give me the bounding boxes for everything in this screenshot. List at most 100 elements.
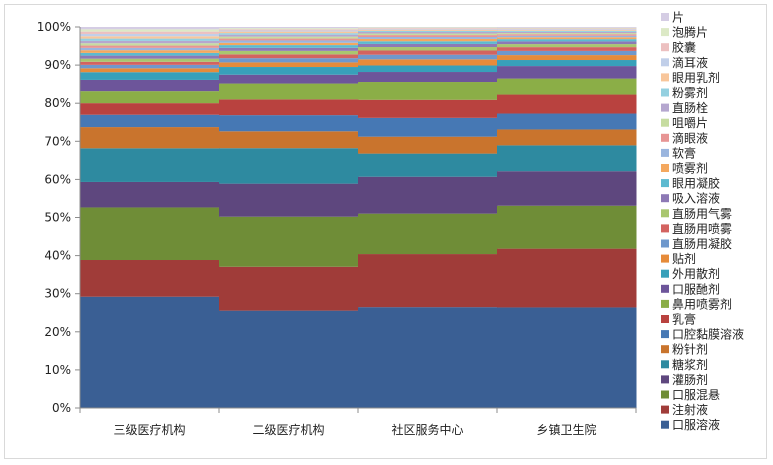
bar-segment <box>497 33 637 35</box>
legend-swatch <box>661 13 669 21</box>
bar-segment <box>358 27 498 29</box>
bar-segment <box>358 37 498 39</box>
legend-swatch <box>661 405 669 414</box>
bar-segment <box>80 58 220 62</box>
legend-label: 口服溶液 <box>672 417 720 432</box>
bar-segment <box>219 62 359 68</box>
bar-segment <box>80 61 220 65</box>
legend-swatch <box>661 269 669 278</box>
bar-segment <box>358 28 498 29</box>
bar-segment <box>358 30 498 33</box>
bar-segment <box>497 35 637 38</box>
bar-segment <box>358 176 498 214</box>
bar-segment <box>80 31 220 34</box>
legend-swatch <box>661 58 669 67</box>
bar-segment <box>497 113 637 130</box>
bar-segment <box>358 38 498 42</box>
legend-swatch <box>661 103 669 112</box>
bar-segment <box>219 148 359 184</box>
bar-segment <box>358 43 498 48</box>
bar-segment <box>80 64 220 69</box>
legend-swatch <box>661 194 669 203</box>
bar-segment <box>80 45 220 48</box>
bar-segment <box>219 115 359 132</box>
bars-layer <box>80 27 637 408</box>
legend-label: 眼用凝胶 <box>672 176 720 191</box>
bar-segment <box>80 52 220 56</box>
bar-segment <box>497 30 637 32</box>
bar-segment <box>219 131 359 149</box>
legend-label: 眼用乳剂 <box>672 70 720 85</box>
bar-segment <box>497 171 637 206</box>
bar-segment <box>497 27 637 28</box>
legend-swatch <box>661 299 669 308</box>
y-tick-label: 10% <box>44 363 71 377</box>
bar-segment <box>80 36 220 39</box>
axes-layer: 0% 10% 20% 30% 40% 50% 60% 70% 80% 90% 100% 三级医疗机构 二… <box>37 20 637 437</box>
legend-swatch <box>661 390 669 399</box>
bar-segment <box>80 91 220 104</box>
bar-segment <box>358 99 498 118</box>
chart-frame: 0% 10% 20% 30% 40% 50% 60% 70% 80% 90% 100% 三级医疗机构 二… <box>4 4 767 459</box>
legend-swatch <box>661 148 669 157</box>
legend-label: 吸入溶液 <box>672 191 720 206</box>
bar-segment <box>219 74 359 84</box>
bar-segment <box>80 148 220 182</box>
y-tick-label: 50% <box>44 211 71 225</box>
y-tick-label: 100% <box>37 20 71 34</box>
bar-segment <box>219 47 359 51</box>
legend-label: 贴剂 <box>672 251 696 266</box>
legend-label: 糖浆剂 <box>672 357 708 372</box>
bar-segment <box>497 50 637 56</box>
legend-label: 软膏 <box>672 145 696 160</box>
stacked-percent-bar-chart: 0% 10% 20% 30% 40% 50% 60% 70% 80% 90% 100% 三级医疗机构 二… <box>37 11 744 438</box>
y-tick-label: 80% <box>44 96 71 110</box>
bar-segment <box>358 117 498 137</box>
y-tick-label: 90% <box>44 58 71 72</box>
legend-label: 外用散剂 <box>672 266 720 281</box>
bar-segment <box>358 307 498 408</box>
bar-segment <box>497 28 637 30</box>
bar-segment <box>219 38 359 41</box>
legend: 片泡腾片胶囊滴耳液眼用乳剂粉雾剂直肠栓咀嚼片滴眼液软膏喷雾剂眼用凝胶吸入溶液直肠… <box>661 11 744 432</box>
legend-label: 注射液 <box>672 402 708 417</box>
bar-segment <box>497 94 637 114</box>
legend-swatch <box>661 179 669 188</box>
legend-label: 滴眼液 <box>672 130 708 145</box>
bar-segment <box>219 29 359 31</box>
bar-segment <box>497 30 637 31</box>
bar-segment <box>219 183 359 217</box>
legend-label: 直肠用气雾 <box>672 206 732 221</box>
bar-segment <box>358 54 498 60</box>
bar-segment <box>358 65 498 73</box>
bar-segment <box>358 35 498 38</box>
bar-segment <box>219 30 359 32</box>
legend-label: 鼻用喷雾剂 <box>672 296 732 311</box>
bar-segment <box>219 45 359 48</box>
y-tick-label: 60% <box>44 172 71 186</box>
legend-label: 泡腾片 <box>672 25 708 40</box>
y-tick-label: 30% <box>44 287 71 301</box>
bar-segment <box>219 54 359 59</box>
bar-segment <box>219 28 359 30</box>
x-category-label: 二级医疗机构 <box>252 422 324 437</box>
bar-segment <box>497 205 637 249</box>
legend-swatch <box>661 28 669 37</box>
bar-segment <box>358 33 498 36</box>
bar-segment <box>358 72 498 83</box>
legend-label: 直肠用喷雾 <box>672 222 732 236</box>
legend-label: 粉雾剂 <box>672 85 708 100</box>
bar-segment <box>80 127 220 149</box>
bar-segment <box>358 82 498 100</box>
bar-segment <box>497 41 637 45</box>
bar-segment <box>358 47 498 51</box>
bar-segment <box>80 43 220 46</box>
legend-swatch <box>661 284 669 293</box>
y-tick-label: 40% <box>44 249 71 263</box>
bar-segment <box>219 216 359 267</box>
bar-segment <box>80 55 220 59</box>
bar-segment <box>80 38 220 41</box>
bar-segment <box>497 78 637 95</box>
bar-segment <box>358 153 498 177</box>
bar-segment <box>358 50 498 55</box>
